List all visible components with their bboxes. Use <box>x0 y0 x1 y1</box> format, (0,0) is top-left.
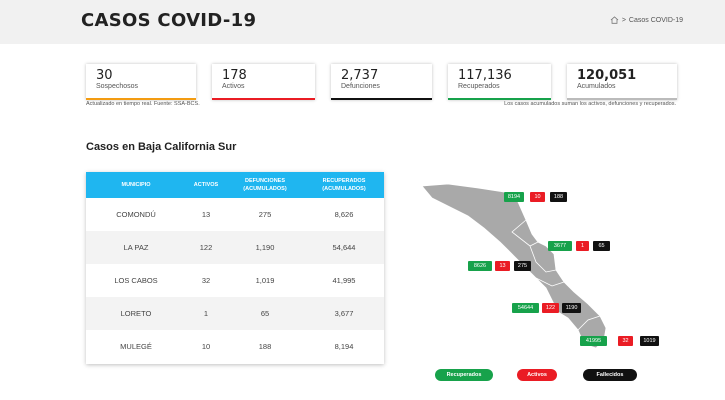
cell-defunciones: 188 <box>258 342 272 351</box>
border-mulege-loreto <box>511 219 539 247</box>
cell-defunciones: 275 <box>258 210 272 219</box>
cell-municipio: COMONDÚ <box>116 210 156 219</box>
lapaz-fallecidos-badge: 1190 <box>562 303 581 313</box>
card-accent-bar <box>448 98 551 100</box>
card-label: Sospechosos <box>96 83 139 90</box>
summary-cards: 30 Sospechosos 178 Activos 2,737 Defunci… <box>86 64 678 100</box>
cell-defunciones: 1,190 <box>226 231 304 264</box>
cell-municipio: LOS CABOS <box>114 276 158 285</box>
table-row: MULEGÉ 10 188 8,194 <box>86 330 384 363</box>
card-value: 178 <box>222 68 247 83</box>
page-header: CASOS COVID-19 > Casos COVID-19 <box>0 0 725 44</box>
cell-municipio: LA PAZ <box>86 231 186 264</box>
card-value: 30 <box>96 68 113 83</box>
cell-activos: 10 <box>201 342 211 351</box>
accumulated-note: Los casos acumulados suman los activos, … <box>504 101 676 107</box>
home-icon[interactable] <box>610 16 619 24</box>
header-recuperados: RECUPERADOS (ACUMULADOS) <box>304 172 384 198</box>
card-value: 120,051 <box>577 68 637 83</box>
table-row: LOS CABOS 32 1,019 41,995 <box>86 264 384 297</box>
header-municipio: MUNICIPIO <box>86 172 186 198</box>
loscabos-recuperados-badge: 41995 <box>580 336 607 346</box>
cell-recuperados: 54,644 <box>304 231 384 264</box>
card-accent-bar <box>331 98 432 100</box>
cell-defunciones: 65 <box>226 297 304 330</box>
breadcrumb-current: Casos COVID-19 <box>628 16 683 24</box>
table-row: COMONDÚ 13 275 8,626 <box>86 198 384 231</box>
cell-activos: 32 <box>201 276 211 285</box>
cell-municipio: LORETO <box>86 297 186 330</box>
cell-defunciones: 1,019 <box>255 276 275 285</box>
cell-recuperados: 3,677 <box>304 297 384 330</box>
section-title: Casos en Baja California Sur <box>86 141 237 153</box>
cell-recuperados: 8,194 <box>334 342 354 351</box>
loreto-fallecidos-badge: 65 <box>593 241 610 251</box>
card-defunciones: 2,737 Defunciones <box>331 64 432 100</box>
loreto-recuperados-badge: 3677 <box>548 241 572 251</box>
cell-recuperados: 8,626 <box>334 210 354 219</box>
card-value: 117,136 <box>458 68 512 83</box>
border-lapaz-loscabos <box>577 315 601 331</box>
card-value: 2,737 <box>341 68 379 83</box>
card-accent-bar <box>212 98 315 100</box>
card-sospechosos: 30 Sospechosos <box>86 64 196 100</box>
page-title: CASOS COVID-19 <box>81 10 257 31</box>
border-comondu-lapaz <box>535 277 565 287</box>
mulege-recuperados-badge: 8194 <box>504 192 524 202</box>
cell-recuperados: 41,995 <box>332 276 356 285</box>
table-header-row: MUNICIPIO ACTIVOS DEFUNCIONES (ACUMULADO… <box>86 172 384 198</box>
legend-activos: Activos <box>517 369 557 381</box>
card-accent-bar <box>567 98 677 100</box>
mulege-activos-badge: 10 <box>530 192 545 202</box>
source-note: Actualizado en tiempo real. Fuente: SSA-… <box>86 101 200 107</box>
card-label: Defunciones <box>341 83 380 90</box>
card-label: Activos <box>222 83 245 90</box>
legend-fallecidos: Fallecidos <box>583 369 637 381</box>
header-activos: ACTIVOS <box>186 172 226 198</box>
cell-activos: 13 <box>201 210 211 219</box>
table-row: LA PAZ 122 1,190 54,644 <box>86 231 384 264</box>
comondu-recuperados-badge: 8626 <box>468 261 492 271</box>
card-acumulados: 120,051 Acumulados <box>567 64 677 100</box>
cell-municipio: MULEGÉ <box>120 342 152 351</box>
comondu-activos-badge: 13 <box>495 261 510 271</box>
card-label: Recuperados <box>458 83 500 90</box>
breadcrumb-separator: > <box>621 16 626 24</box>
card-label: Acumulados <box>577 83 616 90</box>
header-defunciones: DEFUNCIONES (ACUMULADOS) <box>226 172 304 198</box>
card-activos: 178 Activos <box>212 64 315 100</box>
cases-table: MUNICIPIO ACTIVOS DEFUNCIONES (ACUMULADO… <box>86 172 384 364</box>
lapaz-recuperados-badge: 54644 <box>512 303 539 313</box>
border-loreto-comondu <box>529 245 557 273</box>
legend-recuperados: Recuperados <box>435 369 493 381</box>
lapaz-activos-badge: 122 <box>542 303 559 313</box>
card-accent-bar <box>86 98 196 100</box>
loscabos-activos-badge: 32 <box>618 336 633 346</box>
comondu-fallecidos-badge: 275 <box>514 261 531 271</box>
breadcrumb: > Casos COVID-19 <box>610 16 683 24</box>
loreto-activos-badge: 1 <box>576 241 589 251</box>
mulege-fallecidos-badge: 188 <box>550 192 567 202</box>
loscabos-fallecidos-badge: 1019 <box>640 336 659 346</box>
card-recuperados: 117,136 Recuperados <box>448 64 551 100</box>
bcs-map: 8194 10 188 3677 1 65 8626 13 275 54644 … <box>418 180 688 356</box>
cell-activos: 122 <box>186 231 226 264</box>
cell-activos: 1 <box>186 297 226 330</box>
table-row: LORETO 1 65 3,677 <box>86 297 384 330</box>
bcs-map-shape <box>421 183 607 349</box>
